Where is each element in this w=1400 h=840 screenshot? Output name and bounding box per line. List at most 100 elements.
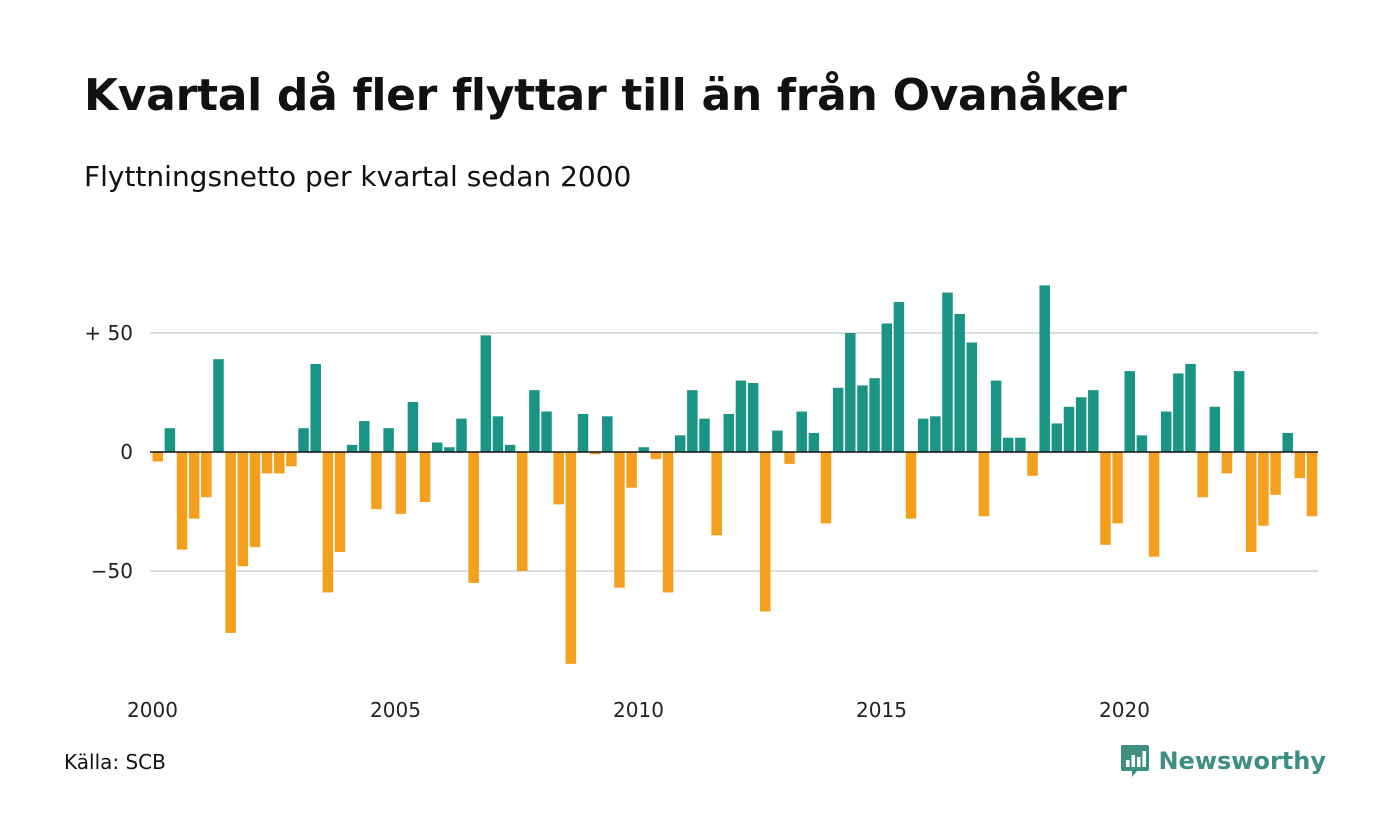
y-tick-label: 0 <box>120 440 133 464</box>
bar <box>711 452 722 536</box>
bar <box>626 452 637 488</box>
bar <box>444 447 455 452</box>
bar <box>371 452 382 510</box>
bar <box>517 452 528 571</box>
brand[interactable]: Newsworthy <box>1120 744 1326 778</box>
bar <box>674 435 686 452</box>
bar <box>504 444 516 452</box>
bar <box>1160 411 1172 452</box>
bar <box>905 452 917 519</box>
bar <box>1185 363 1196 452</box>
bar <box>1063 406 1075 452</box>
bar <box>747 382 759 452</box>
bar <box>1015 437 1026 452</box>
bar <box>237 452 249 567</box>
bar <box>213 359 224 452</box>
bar <box>1221 452 1233 474</box>
bar <box>614 452 625 588</box>
bar <box>492 416 504 452</box>
bar <box>820 452 832 524</box>
bar <box>529 390 540 452</box>
bar <box>553 452 564 505</box>
y-tick-label: + 50 <box>84 321 133 345</box>
newsworthy-logo-icon <box>1121 745 1150 777</box>
bar <box>541 411 552 452</box>
bar <box>480 335 492 452</box>
bar <box>699 418 710 452</box>
bar <box>589 452 601 455</box>
chart-subtitle: Flyttningsnetto per kvartal sedan 2000 <box>84 160 632 193</box>
x-tick-label: 2000 <box>127 698 178 722</box>
gridlines <box>150 332 1318 572</box>
bar <box>334 452 346 552</box>
bar <box>1233 371 1245 452</box>
bar-chart: + 50 0 −50 2000 2005 2010 2015 2020 <box>84 285 1318 722</box>
bar <box>249 452 261 548</box>
bar <box>286 452 297 467</box>
bar <box>784 452 795 464</box>
x-tick-label: 2005 <box>370 698 421 722</box>
bar <box>602 416 613 452</box>
bar <box>1124 371 1135 452</box>
bar <box>1173 373 1184 452</box>
bar <box>796 411 807 452</box>
bar <box>383 428 394 452</box>
bar <box>1075 397 1087 452</box>
bar <box>310 363 321 452</box>
bar <box>201 452 212 498</box>
bar <box>723 413 735 452</box>
bar <box>1270 452 1281 495</box>
bar <box>1112 452 1123 524</box>
bar <box>857 385 868 452</box>
bar <box>978 452 990 517</box>
bar <box>930 416 941 452</box>
bar <box>1003 437 1014 452</box>
bar <box>431 442 443 452</box>
bar <box>687 390 698 452</box>
bar <box>456 418 467 452</box>
bar <box>164 428 176 452</box>
bar <box>1258 452 1269 526</box>
bar <box>322 452 334 593</box>
bar <box>1039 285 1050 452</box>
bar <box>565 452 577 664</box>
bar <box>176 452 188 550</box>
bar <box>917 418 929 452</box>
x-tick-label: 2020 <box>1099 698 1150 722</box>
x-tick-label: 2015 <box>856 698 907 722</box>
bar <box>152 452 163 462</box>
bar <box>395 452 406 514</box>
bar <box>274 452 285 474</box>
bar <box>359 421 370 452</box>
bar <box>1100 452 1111 545</box>
bar <box>832 387 844 452</box>
bar <box>966 342 978 452</box>
bar <box>772 430 783 452</box>
bar <box>261 452 273 474</box>
source-note: Källa: SCB <box>64 750 166 774</box>
bar <box>468 452 479 583</box>
x-axis-labels: 2000 2005 2010 2015 2020 <box>127 698 1150 722</box>
bar <box>869 378 880 452</box>
bar <box>808 432 820 452</box>
bar <box>1306 452 1318 517</box>
chart-title: Kvartal då fler flyttar till än från Ova… <box>84 70 1127 121</box>
bar <box>760 452 771 612</box>
x-tick-label: 2010 <box>613 698 664 722</box>
bar <box>1136 435 1148 452</box>
bar <box>954 313 965 452</box>
bar <box>990 380 1002 452</box>
bar <box>1088 390 1099 452</box>
bar <box>1197 452 1208 498</box>
bar <box>346 444 358 452</box>
bar <box>1027 452 1038 476</box>
bar <box>1294 452 1306 479</box>
bar <box>1246 452 1257 552</box>
bar <box>298 428 309 452</box>
bar <box>662 452 674 593</box>
y-tick-label: −50 <box>91 559 133 583</box>
bar <box>419 452 431 502</box>
bar <box>735 380 747 452</box>
bar <box>650 452 662 460</box>
bar <box>188 452 200 519</box>
